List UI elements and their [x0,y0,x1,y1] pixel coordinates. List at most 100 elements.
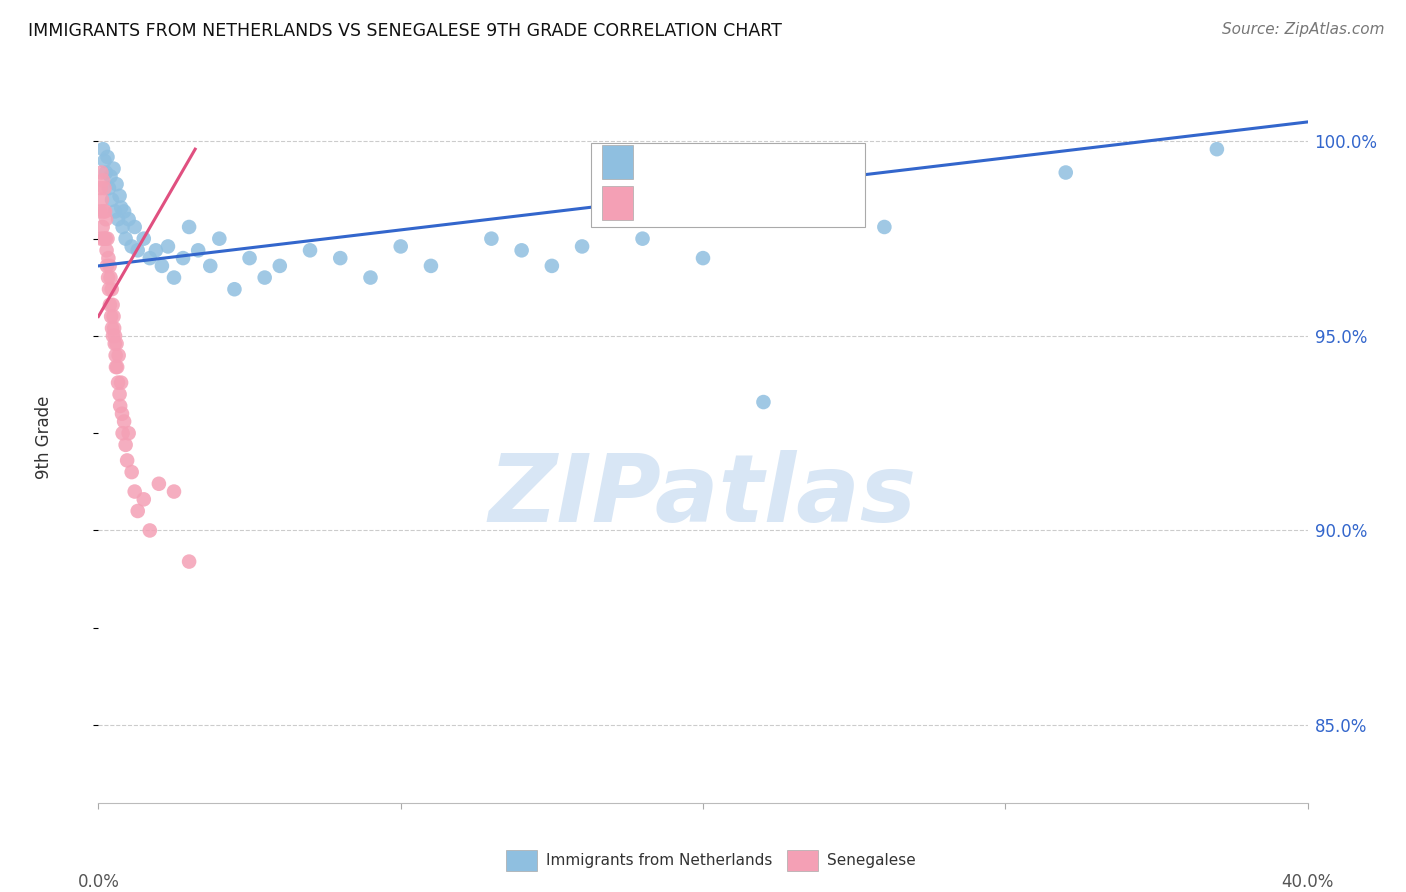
Point [200,259,222,273]
Point [93,181,115,195]
Point [98,282,121,296]
Point [121,465,143,479]
Point [873,219,896,234]
Point [124,484,146,499]
Point [108,399,131,413]
Point [163,270,186,285]
Point [541,259,564,273]
Point [389,239,412,253]
Point [1206,142,1229,156]
Point [132,232,155,246]
Point [360,270,382,285]
Point [150,259,173,273]
Point [121,239,143,253]
Point [114,438,136,452]
Point [124,219,146,234]
Point [90,232,112,246]
Point [103,310,125,324]
Point [631,232,654,246]
Point [96,232,118,246]
Point [420,259,443,273]
Point [156,239,179,253]
Point [89,204,111,219]
Point [127,504,149,518]
Point [187,244,209,258]
Point [97,270,120,285]
Point [104,336,127,351]
Point [752,395,775,409]
Point [179,555,201,569]
Point [104,359,127,374]
Point [101,329,124,343]
Point [108,387,131,401]
Point [98,259,121,273]
Point [127,244,149,258]
Point [104,204,127,219]
Point [510,244,533,258]
Point [91,142,114,156]
Text: ZIPatlas: ZIPatlas [489,450,917,541]
Text: 40.0%: 40.0% [1281,873,1334,891]
Point [118,426,141,441]
Point [96,150,118,164]
Point [110,376,132,390]
Point [96,259,118,273]
Point [112,204,135,219]
Point [1054,165,1077,179]
Point [115,453,138,467]
Point [163,484,186,499]
Text: 9th Grade: 9th Grade [35,395,53,479]
Point [329,251,352,265]
Point [91,219,114,234]
Point [299,244,322,258]
Point [132,492,155,507]
Point [98,298,121,312]
Point [90,181,112,195]
Point [100,270,122,285]
Point [98,181,121,195]
Point [571,239,593,253]
Point [94,165,117,179]
Point [481,232,503,246]
Point [139,524,162,538]
Point [253,270,276,285]
Point [692,251,714,265]
Point [111,426,134,441]
Point [107,212,129,227]
Point [93,204,115,219]
Point [104,329,127,343]
Point [93,232,115,246]
Point [96,244,118,258]
Point [224,282,246,296]
Point [103,321,125,335]
Point [108,189,131,203]
Point [93,153,115,168]
Text: R = 0.537   N = 54: R = 0.537 N = 54 [641,194,811,212]
Point [111,219,134,234]
Text: R = 0.225   N = 50: R = 0.225 N = 50 [641,161,811,179]
Point [101,321,124,335]
Text: Source: ZipAtlas.com: Source: ZipAtlas.com [1222,22,1385,37]
Point [94,232,117,246]
Point [94,204,117,219]
Point [100,169,122,184]
Text: Senegalese: Senegalese [827,854,915,868]
Point [118,212,141,227]
Point [107,376,129,390]
Point [111,407,134,421]
Point [105,336,128,351]
Point [148,476,170,491]
Point [239,251,262,265]
Point [269,259,291,273]
Point [110,201,132,215]
Text: Immigrants from Netherlands: Immigrants from Netherlands [546,854,772,868]
Point [114,232,136,246]
Point [101,193,124,207]
Point [100,282,122,296]
Point [145,244,167,258]
Point [112,415,135,429]
Text: IMMIGRANTS FROM NETHERLANDS VS SENEGALESE 9TH GRADE CORRELATION CHART: IMMIGRANTS FROM NETHERLANDS VS SENEGALES… [28,22,782,40]
Point [103,161,125,176]
Point [104,348,127,362]
Point [97,251,120,265]
